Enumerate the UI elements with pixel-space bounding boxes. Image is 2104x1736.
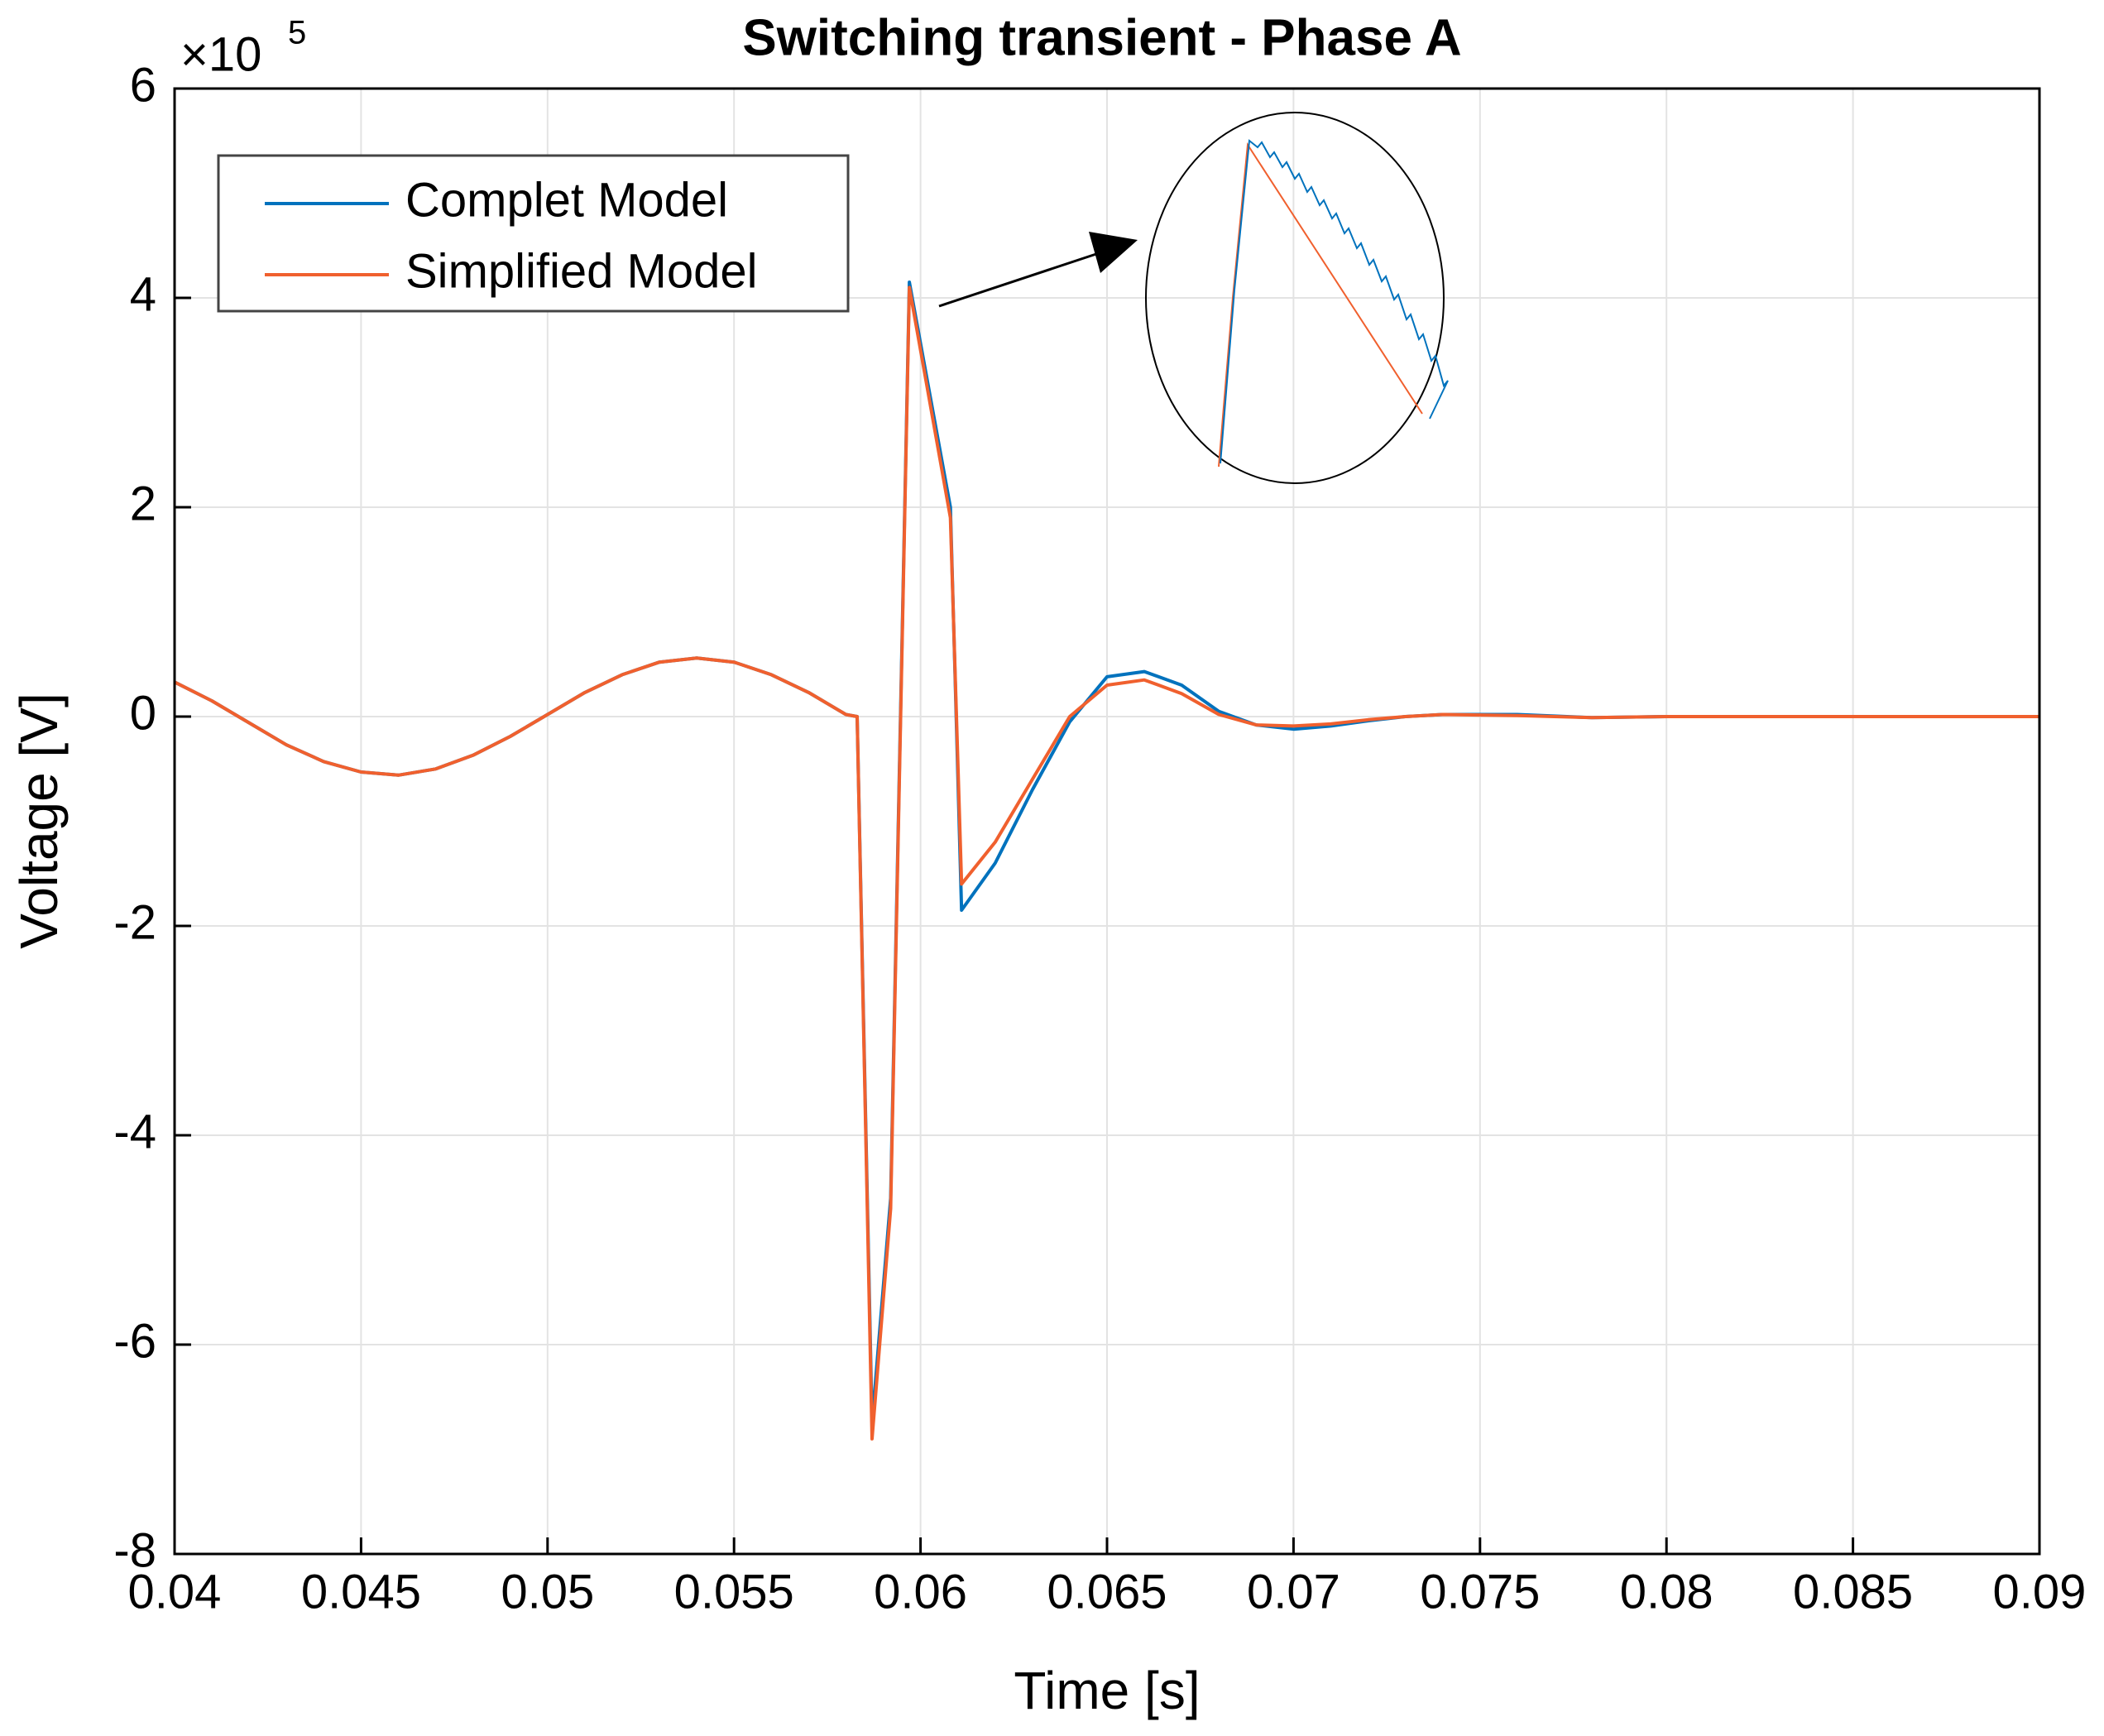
x-tick-label: 0.09 [1993, 1565, 2087, 1619]
grid [173, 87, 2041, 1556]
x-tick-label: 0.05 [501, 1565, 594, 1619]
series-line [174, 285, 2039, 1441]
x-tick-label: 0.055 [674, 1565, 794, 1619]
y-tick-label: 0 [130, 686, 156, 740]
y-tick-label: -6 [113, 1314, 156, 1368]
x-tick-label: 0.085 [1793, 1565, 1913, 1619]
axes-box [173, 87, 2041, 1556]
chart-title: Switching transient - Phase A [742, 9, 1461, 66]
legend-label: Simplified Model [405, 244, 758, 298]
legend: Complet Model Simplified Model [217, 154, 850, 313]
x-tick-label: 0.04 [128, 1565, 222, 1619]
y-tick-label: -2 [113, 895, 156, 949]
inset-curve [1218, 142, 1423, 468]
inset-ellipse [1145, 112, 1445, 484]
arrow-head [1089, 232, 1138, 273]
y-multiplier-exponent: 5 [288, 15, 306, 51]
y-tick-label: -4 [113, 1105, 156, 1158]
x-tick-label: 0.075 [1420, 1565, 1540, 1619]
zoom-inset [938, 112, 1449, 484]
legend-box [217, 154, 850, 313]
x-tick-label: 0.065 [1047, 1565, 1167, 1619]
y-tick-label: 4 [130, 267, 156, 321]
plot-lines [174, 281, 2039, 1441]
y-tick-label: -8 [113, 1523, 156, 1577]
y-tick-label: 2 [130, 477, 156, 530]
y-tick-label: 6 [130, 58, 156, 112]
x-tick-label: 0.045 [301, 1565, 421, 1619]
inset-curve [1220, 139, 1449, 464]
y-axis-label: Voltage [V] [9, 693, 69, 949]
x-tick-label: 0.06 [874, 1565, 967, 1619]
y-multiplier: ×10 [180, 27, 261, 81]
x-tick-label: 0.07 [1247, 1565, 1340, 1619]
x-tick-label: 0.08 [1620, 1565, 1713, 1619]
zoom-arrow [938, 248, 1110, 308]
legend-label: Complet Model [405, 173, 728, 227]
x-axis-label: Time [s] [1014, 1661, 1200, 1720]
